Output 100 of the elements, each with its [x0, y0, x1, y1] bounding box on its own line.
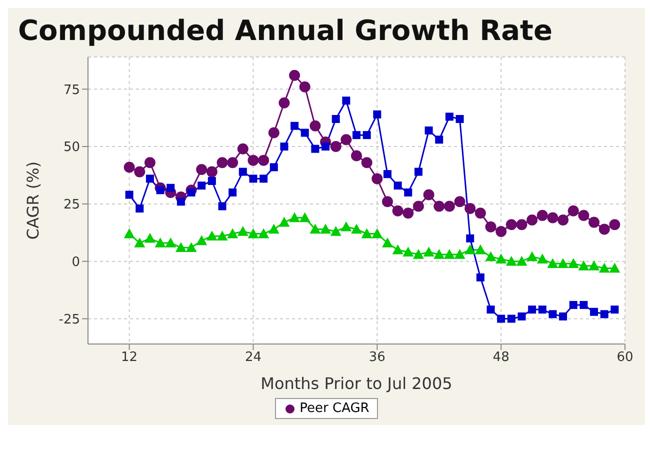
point [237, 143, 248, 154]
x-axis-title: Months Prior to Jul 2005 [260, 374, 452, 393]
point [392, 244, 404, 254]
point [518, 312, 526, 320]
point [506, 219, 517, 230]
point [134, 166, 146, 178]
point [536, 254, 548, 264]
point [507, 314, 516, 323]
point [299, 212, 310, 222]
point [216, 230, 228, 240]
point [320, 224, 332, 234]
point [474, 244, 486, 254]
point [485, 251, 496, 262]
point [526, 251, 538, 262]
point [146, 174, 154, 183]
point [310, 120, 321, 132]
point [496, 254, 507, 264]
point [342, 96, 350, 105]
point [280, 142, 288, 151]
point [423, 189, 434, 200]
point [486, 306, 495, 314]
point [474, 208, 486, 219]
point [134, 237, 146, 248]
point [289, 70, 300, 81]
point [548, 310, 557, 318]
point [361, 228, 372, 238]
point [165, 237, 176, 248]
point [258, 154, 270, 166]
point [516, 256, 528, 266]
point [310, 224, 321, 234]
point [476, 273, 484, 282]
point [444, 248, 455, 259]
point [588, 260, 600, 270]
point [434, 248, 445, 259]
point [125, 190, 134, 199]
point [144, 157, 156, 168]
point [414, 168, 422, 176]
point [588, 216, 600, 228]
point [166, 184, 175, 192]
point [175, 242, 186, 252]
x-tick-label: 24 [244, 350, 262, 366]
y-tick-label: 0 [72, 254, 80, 270]
point [278, 97, 290, 108]
x-tick-label: 12 [121, 350, 138, 366]
point [568, 205, 579, 216]
legend-label: Peer CAGR [298, 401, 370, 416]
point [600, 310, 608, 318]
point [330, 226, 342, 236]
point [208, 176, 216, 185]
point [445, 112, 454, 121]
point [558, 214, 569, 226]
point [322, 142, 330, 151]
point [268, 127, 280, 138]
point [538, 306, 546, 314]
point [187, 188, 196, 196]
point [558, 258, 569, 268]
x-tick-label: 60 [616, 350, 634, 366]
point [340, 134, 352, 146]
point [526, 214, 538, 226]
y-tick-label: 75 [63, 82, 80, 98]
point [218, 202, 226, 210]
point [590, 308, 598, 316]
y-tick-label: 25 [63, 198, 80, 213]
point [311, 144, 320, 153]
point [206, 230, 218, 240]
point [609, 262, 620, 273]
point [383, 170, 392, 178]
point [278, 216, 290, 227]
chart-title: Compounded Annual Growth Rate [17, 13, 554, 49]
point [268, 224, 280, 234]
point [466, 234, 474, 242]
point [198, 182, 206, 190]
point [536, 210, 548, 221]
point [332, 114, 340, 123]
point [382, 196, 393, 208]
point [372, 173, 383, 184]
point [464, 244, 476, 254]
point [464, 203, 476, 214]
point [402, 208, 414, 219]
point [402, 246, 414, 257]
point [362, 131, 371, 140]
point [330, 141, 342, 152]
point [176, 198, 185, 206]
point [578, 260, 590, 270]
point [454, 196, 466, 208]
point [394, 182, 402, 190]
point [352, 131, 360, 140]
point [610, 306, 619, 314]
point [598, 224, 610, 235]
point [578, 210, 590, 221]
point [454, 248, 466, 259]
point [506, 256, 517, 266]
point [270, 163, 278, 172]
x-tick-label: 36 [368, 350, 386, 366]
point [580, 300, 588, 309]
point [258, 228, 270, 238]
point [412, 248, 424, 259]
point [373, 110, 382, 118]
point [496, 226, 507, 237]
point [569, 300, 578, 309]
